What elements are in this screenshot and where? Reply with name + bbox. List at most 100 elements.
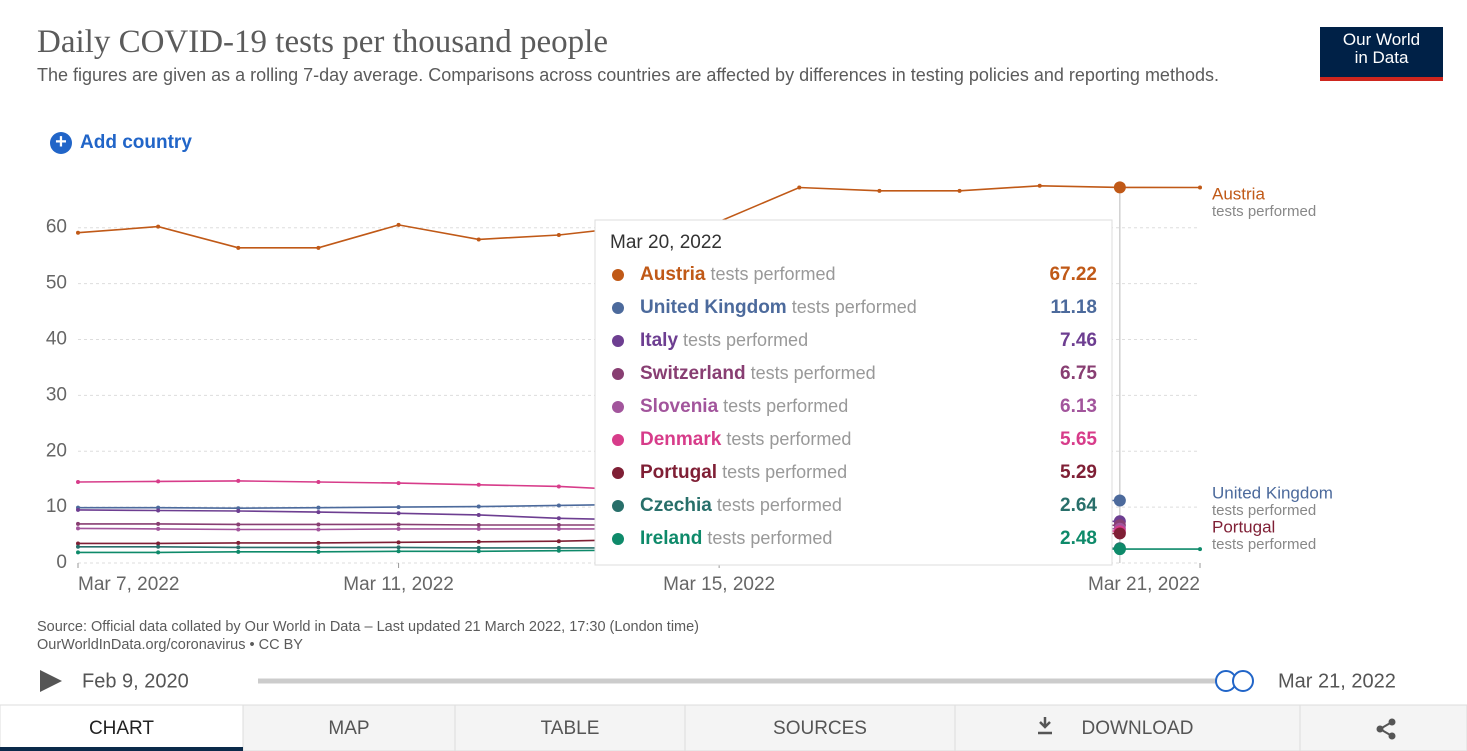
tab[interactable] bbox=[684, 704, 956, 751]
tooltip-metric: tests performed bbox=[723, 396, 848, 416]
data-point bbox=[476, 539, 481, 544]
data-point bbox=[156, 550, 161, 555]
data-point bbox=[76, 544, 80, 549]
data-point bbox=[156, 526, 161, 531]
tooltip-metric: tests performed bbox=[707, 528, 832, 548]
data-point bbox=[236, 540, 241, 545]
tooltip-name: Portugal bbox=[640, 462, 717, 483]
data-point bbox=[556, 516, 561, 521]
logo-line: in Data bbox=[1354, 48, 1409, 67]
tooltip-value: 67.22 bbox=[1049, 264, 1097, 285]
tooltip-row: Italy tests performed bbox=[640, 330, 808, 351]
tab-label: TABLE bbox=[541, 718, 600, 739]
tooltip-row: Denmark tests performed bbox=[640, 429, 851, 450]
add-country-button[interactable]: + Add country bbox=[50, 132, 192, 154]
tooltip-dot bbox=[612, 302, 624, 314]
data-point bbox=[76, 526, 80, 531]
data-point bbox=[316, 522, 321, 527]
data-point bbox=[556, 548, 561, 553]
tooltip-row: Czechia tests performed bbox=[640, 495, 842, 516]
data-point bbox=[316, 540, 321, 545]
tab-label: MAP bbox=[328, 718, 369, 739]
end-label-metric: tests performed bbox=[1212, 203, 1316, 220]
data-point bbox=[156, 508, 161, 513]
tooltip-value: 6.13 bbox=[1060, 396, 1097, 417]
tooltip-metric: tests performed bbox=[717, 495, 842, 515]
tab-label: CHART bbox=[89, 718, 154, 739]
data-point bbox=[76, 541, 80, 546]
data-point bbox=[156, 505, 161, 510]
data-point bbox=[236, 527, 241, 532]
x-tick-label: Mar 7, 2022 bbox=[78, 574, 179, 595]
y-tick-label: 50 bbox=[46, 273, 67, 294]
tab[interactable] bbox=[954, 704, 1301, 751]
timeline-handle[interactable] bbox=[1232, 670, 1254, 692]
source-note: Source: Official data collated by Our Wo… bbox=[37, 618, 699, 654]
x-tick-label: Mar 11, 2022 bbox=[343, 574, 454, 595]
tooltip-name: Ireland bbox=[640, 528, 702, 549]
data-point bbox=[236, 545, 241, 550]
data-point bbox=[476, 512, 481, 517]
data-point bbox=[797, 185, 802, 190]
y-tick-label: 40 bbox=[46, 328, 67, 349]
data-point bbox=[316, 549, 321, 554]
tooltip-value: 7.46 bbox=[1060, 330, 1097, 351]
end-label-name: Portugal bbox=[1212, 517, 1275, 536]
data-point bbox=[556, 484, 561, 489]
tooltip-dot bbox=[612, 467, 624, 479]
tooltip-dot bbox=[612, 368, 624, 380]
play-button[interactable] bbox=[40, 670, 62, 692]
data-point bbox=[76, 230, 80, 235]
data-point bbox=[76, 521, 80, 526]
data-point bbox=[316, 510, 321, 515]
tooltip-value: 2.48 bbox=[1060, 528, 1097, 549]
logo[interactable]: Our World in Data bbox=[1320, 27, 1443, 81]
data-point bbox=[236, 522, 241, 527]
data-point bbox=[476, 482, 481, 487]
end-label-metric: tests performed bbox=[1212, 502, 1316, 519]
tooltip-row: Switzerland tests performed bbox=[640, 363, 876, 384]
data-point bbox=[156, 541, 161, 546]
logo-line: Our World bbox=[1342, 30, 1421, 49]
data-point bbox=[556, 503, 561, 508]
data-point bbox=[396, 526, 401, 531]
tab[interactable] bbox=[242, 704, 456, 751]
tooltip-metric: tests performed bbox=[722, 462, 847, 482]
data-point bbox=[76, 507, 80, 512]
download-icon bbox=[1038, 717, 1052, 735]
data-point bbox=[476, 237, 481, 242]
tooltip-metric: tests performed bbox=[710, 264, 835, 284]
end-label-name: Austria bbox=[1212, 184, 1265, 203]
chart-title: Daily COVID-19 tests per thousand people bbox=[37, 24, 608, 60]
end-label-metric: tests performed bbox=[1212, 536, 1316, 553]
timeline-start: Feb 9, 2020 bbox=[82, 670, 189, 692]
data-point bbox=[476, 504, 481, 509]
tooltip-value: 2.64 bbox=[1060, 495, 1097, 516]
data-point bbox=[1198, 547, 1202, 552]
data-point bbox=[236, 506, 241, 511]
tooltip-dot bbox=[612, 335, 624, 347]
share-dot bbox=[1388, 718, 1396, 726]
tooltip-title: Mar 20, 2022 bbox=[610, 232, 722, 253]
data-point bbox=[556, 523, 561, 527]
tab[interactable] bbox=[454, 704, 686, 751]
plus-icon: + bbox=[50, 132, 72, 154]
data-point bbox=[316, 245, 321, 250]
y-tick-label: 20 bbox=[46, 440, 67, 461]
tooltip-dot bbox=[612, 434, 624, 446]
data-point bbox=[316, 545, 321, 550]
y-tick-label: 0 bbox=[56, 552, 67, 573]
y-tick-label: 60 bbox=[46, 217, 67, 238]
data-point bbox=[236, 549, 241, 554]
source-text: Source: Official data collated by Our Wo… bbox=[37, 619, 700, 635]
tooltip-dot bbox=[612, 500, 624, 512]
data-point bbox=[556, 526, 561, 531]
tooltip-value: 11.18 bbox=[1051, 297, 1098, 318]
add-country-label: Add country bbox=[80, 132, 192, 153]
tooltip-value: 5.29 bbox=[1060, 462, 1097, 483]
data-point bbox=[1113, 543, 1126, 556]
data-point bbox=[476, 545, 481, 550]
data-point bbox=[1113, 494, 1126, 507]
tooltip-row: United Kingdom tests performed bbox=[640, 297, 917, 318]
